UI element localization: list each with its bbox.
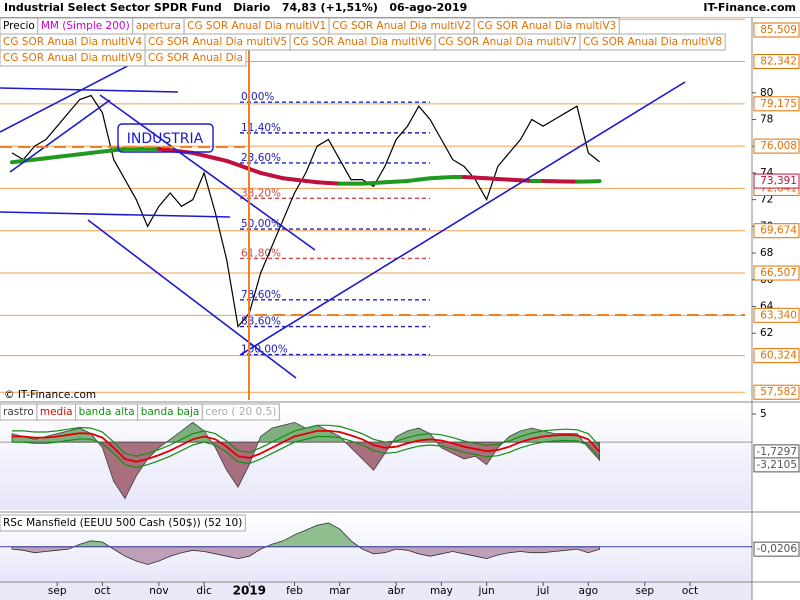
brand: IT-Finance.com (703, 1, 796, 14)
value-label: 82,342 (760, 56, 797, 68)
legend-label: cero ( 20 0.5) (205, 406, 276, 418)
x-tick-label: may (430, 585, 453, 597)
value-label: 85,509 (760, 24, 797, 36)
indicator-line (12, 435, 601, 469)
value-box (753, 54, 800, 70)
fibonacci-label: 11,40% (241, 122, 281, 134)
fibonacci-label: 38,20% (241, 187, 281, 199)
value-label: 69,674 (760, 225, 797, 237)
legend-label: CG SOR Anual Dia (148, 52, 243, 64)
y-tick-label: 62 (760, 327, 773, 339)
price-line (11, 94, 600, 328)
value-box (753, 138, 800, 154)
area (11, 522, 600, 565)
legend-label: CG SOR Anual Dia multiV9 (3, 52, 142, 64)
value-label: -0,0206 (756, 543, 797, 555)
legend-label: RSc Mansfield (EEUU 500 Cash (50$)) (52 … (3, 517, 242, 529)
value-box (753, 265, 800, 281)
legend-label: Precio (3, 20, 35, 32)
legend-label: CG SOR Anual Dia multiV6 (293, 36, 432, 48)
value-box (753, 173, 800, 189)
indicator-line (12, 424, 601, 457)
legend-label: banda baja (141, 406, 200, 418)
trend-line (0, 211, 231, 218)
x-tick-label: mar (329, 585, 351, 597)
y-tick-label: 78 (760, 114, 773, 126)
trend-line (99, 94, 316, 251)
x-tick-label: nov (149, 585, 168, 597)
trend-line (87, 219, 297, 379)
fibonacci-label: 23,60% (241, 152, 281, 164)
value-box (753, 541, 800, 557)
legend-label: apertura (136, 20, 181, 32)
x-tick-label: ago (579, 585, 599, 597)
legend-label: CG SOR Anual Dia multiV2 (332, 20, 471, 32)
title-bar (0, 0, 800, 17)
x-tick-label: sep (48, 585, 67, 597)
fibonacci-label: 0,00% (241, 91, 274, 103)
legend-cell (201, 403, 280, 421)
legend-cell (579, 33, 726, 51)
value-label: 63,340 (760, 309, 797, 321)
legend-label: media (40, 406, 73, 418)
trend-line (0, 57, 144, 133)
x-tick-label: oct (94, 585, 110, 597)
y-tick-label: 72 (760, 194, 773, 206)
x-tick-label: oct (682, 585, 698, 597)
trend-line (9, 99, 111, 173)
x-tick-label: jul (536, 585, 550, 597)
value-box (753, 223, 800, 239)
value-box (753, 348, 800, 364)
value-box (753, 96, 800, 112)
x-axis-background (0, 582, 752, 600)
y-tick-label: 5 (760, 408, 767, 420)
legend-cell (144, 49, 247, 67)
x-tick-label: sep (635, 585, 654, 597)
value-label: 57,582 (760, 386, 797, 398)
value-label: 73,391 (760, 175, 797, 187)
annotation-box (117, 123, 214, 153)
legend-label: CG SOR Anual Dia multiV8 (583, 36, 722, 48)
value-label: 79,175 (760, 98, 797, 110)
trend-lines (0, 57, 686, 379)
annotation: INDUSTRIA (127, 131, 204, 147)
value-box (753, 384, 800, 400)
legend-label: rastro (3, 406, 34, 418)
value-label: -1,7297 (756, 446, 797, 458)
x-tick-label: abr (387, 585, 405, 597)
y-tick-label: 80 (760, 87, 773, 99)
value-box (753, 457, 800, 473)
legend-label: CG SOR Anual Dia multiV5 (148, 36, 287, 48)
y-tick-label: 68 (760, 247, 773, 259)
value-label: 76,008 (760, 140, 797, 152)
fibonacci-label: 50,00% (241, 218, 281, 230)
legend-label: banda alta (79, 406, 135, 418)
legend-cell (0, 514, 246, 532)
copyright: © IT-Finance.com (4, 389, 96, 401)
x-tick-label: 2019 (233, 584, 266, 598)
trend-line (0, 87, 179, 93)
x-tick-label: jun (477, 585, 494, 597)
overlay-layer: 85,50982,34279,17576,00872,84169,67466,5… (0, 17, 800, 557)
value-box (753, 22, 800, 38)
x-tick-label: dic (196, 585, 212, 597)
value-label: 66,507 (760, 267, 797, 279)
value-label: 60,324 (760, 350, 797, 362)
legend-label: MM (Simple 200) (41, 20, 130, 32)
fibonacci-label: 88,60% (241, 316, 281, 328)
trend-line (239, 81, 686, 356)
value-label: -3,2105 (756, 459, 797, 471)
legend-label: CG SOR Anual Dia multiV1 (187, 20, 326, 32)
fibonacci-label: 61,80% (241, 247, 281, 259)
legend-label: CG SOR Anual Dia multiV7 (438, 36, 577, 48)
value-box (753, 307, 800, 323)
x-tick-label: feb (286, 585, 303, 597)
chart-title: Industrial Select Sector SPDR Fund Diari… (4, 1, 467, 14)
legend-label: CG SOR Anual Dia multiV4 (3, 36, 142, 48)
legend-label: CG SOR Anual Dia multiV3 (477, 20, 616, 32)
indicator-line (12, 430, 601, 463)
fibonacci-label: 78,60% (241, 289, 281, 301)
